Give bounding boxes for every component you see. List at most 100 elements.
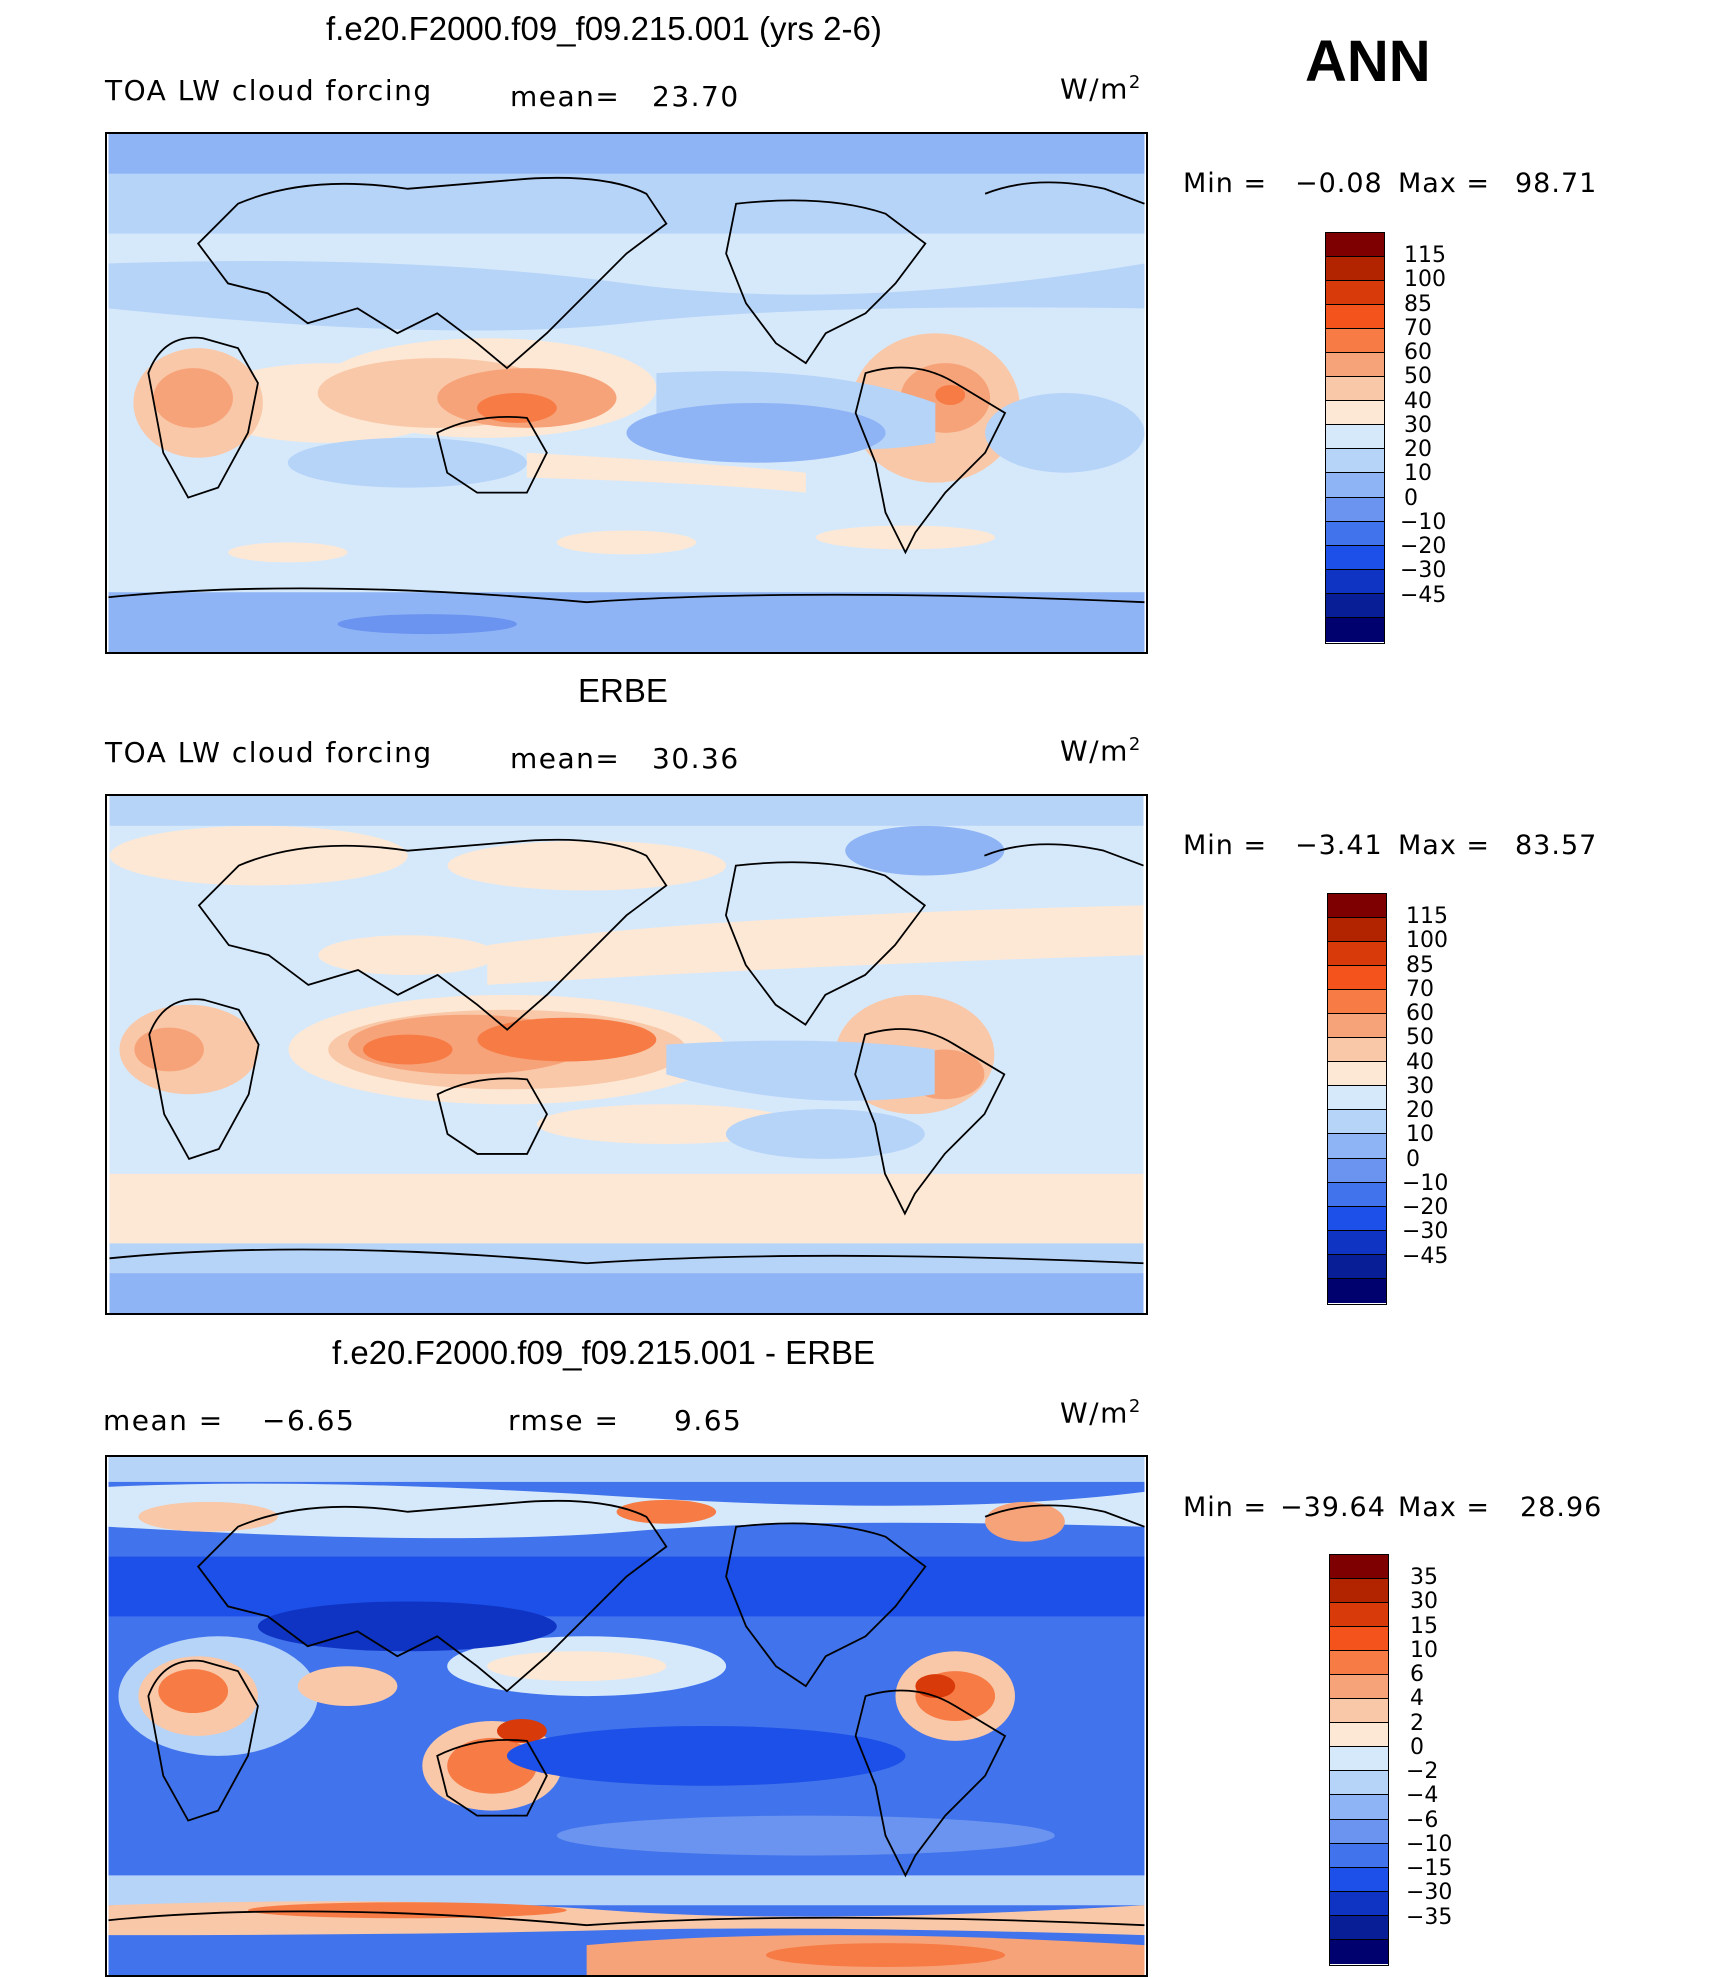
- panel2-min-value: −3.41: [1295, 830, 1383, 861]
- panel3-rmse-value: 9.65: [674, 1404, 743, 1437]
- colorbar-tick-label: −4: [1406, 1783, 1439, 1809]
- colorbar-tick-label: 0: [1404, 485, 1418, 511]
- colorbar-box: [1328, 894, 1386, 919]
- colorbar-tick-label: −45: [1402, 1243, 1449, 1269]
- colorbar-tick-label: 15: [1410, 1613, 1438, 1639]
- colorbar-box: [1330, 1555, 1388, 1580]
- colorbar-box: [1326, 353, 1384, 378]
- colorbar-box: [1326, 281, 1384, 306]
- colorbar-box: [1330, 1819, 1388, 1844]
- colorbar-tick-label: 0: [1406, 1146, 1420, 1172]
- panel1-mean-label: mean=: [510, 80, 621, 113]
- colorbar-tick-label: 30: [1410, 1589, 1438, 1615]
- colorbar-box: [1330, 1675, 1388, 1700]
- colorbar-box: [1330, 1771, 1388, 1796]
- panel2-max-label: Max =: [1398, 830, 1491, 861]
- colorbar-box: [1326, 473, 1384, 498]
- panel1-colorbar: [1325, 232, 1385, 644]
- colorbar-box: [1328, 1278, 1386, 1303]
- panel3-min-label: Min =: [1183, 1492, 1268, 1523]
- colorbar-tick-label: 60: [1404, 340, 1432, 366]
- colorbar-box: [1330, 1843, 1388, 1868]
- colorbar-tick-label: 0: [1410, 1734, 1424, 1760]
- panel1-max-label: Max =: [1398, 168, 1491, 199]
- panel2-mean-label: mean=: [510, 742, 621, 775]
- colorbar-tick-label: 100: [1406, 928, 1448, 954]
- colorbar-box: [1326, 521, 1384, 546]
- colorbar-box: [1326, 593, 1384, 618]
- colorbar-box: [1328, 1038, 1386, 1063]
- panel3-title: f.e20.F2000.f09_f09.215.001 - ERBE: [332, 1334, 876, 1371]
- colorbar-box: [1328, 1158, 1386, 1183]
- colorbar-box: [1328, 990, 1386, 1015]
- colorbar-tick-label: 40: [1406, 1049, 1434, 1075]
- colorbar-box: [1330, 1867, 1388, 1892]
- colorbar-tick-label: 30: [1406, 1073, 1434, 1099]
- panel3-max-label: Max =: [1398, 1492, 1491, 1523]
- colorbar-tick-label: 85: [1406, 952, 1434, 978]
- panel1-min-value: −0.08: [1295, 168, 1383, 199]
- panel2-mean-value: 30.36: [652, 742, 740, 775]
- colorbar-tick-label: −30: [1402, 1219, 1449, 1245]
- panel1-title: f.e20.F2000.f09_f09.215.001 (yrs 2-6): [326, 10, 882, 47]
- panel3-map: [105, 1455, 1148, 1977]
- colorbar-tick-label: 4: [1410, 1686, 1424, 1712]
- colorbar-tick-label: 50: [1404, 364, 1432, 390]
- panel1-mean-value: 23.70: [652, 80, 740, 113]
- colorbar-box: [1326, 545, 1384, 570]
- panel3-colorbar: [1329, 1554, 1389, 1966]
- colorbar-tick-label: −10: [1400, 509, 1447, 535]
- colorbar-tick-label: 30: [1404, 412, 1432, 438]
- colorbar-tick-label: 35: [1410, 1565, 1438, 1591]
- colorbar-box: [1330, 1579, 1388, 1604]
- colorbar-box: [1328, 1110, 1386, 1135]
- panel3-mean-value: −6.65: [262, 1404, 356, 1437]
- colorbar-tick-label: 10: [1406, 1122, 1434, 1148]
- colorbar-tick-label: 20: [1406, 1098, 1434, 1124]
- colorbar-box: [1328, 1254, 1386, 1279]
- panel1-min-label: Min =: [1183, 168, 1268, 199]
- panel2-max-value: 83.57: [1515, 830, 1598, 861]
- colorbar-box: [1330, 1723, 1388, 1748]
- panel1-units: W/m2: [1060, 72, 1142, 106]
- colorbar-box: [1330, 1915, 1388, 1940]
- colorbar-tick-label: −6: [1406, 1807, 1439, 1833]
- panel3-max-value: 28.96: [1520, 1492, 1603, 1523]
- colorbar-box: [1328, 1086, 1386, 1111]
- colorbar-box: [1330, 1939, 1388, 1964]
- colorbar-box: [1328, 942, 1386, 967]
- panel2-colorbar: [1327, 893, 1387, 1305]
- colorbar-box: [1326, 425, 1384, 450]
- colorbar-box: [1330, 1699, 1388, 1724]
- colorbar-tick-label: −15: [1406, 1856, 1453, 1882]
- colorbar-box: [1326, 329, 1384, 354]
- colorbar-box: [1328, 1134, 1386, 1159]
- colorbar-tick-label: −45: [1400, 582, 1447, 608]
- panel2-units: W/m2: [1060, 734, 1142, 768]
- colorbar-box: [1328, 1062, 1386, 1087]
- colorbar-tick-label: 50: [1406, 1025, 1434, 1051]
- colorbar-tick-label: 10: [1410, 1637, 1438, 1663]
- colorbar-tick-label: −2: [1406, 1759, 1439, 1785]
- colorbar-box: [1330, 1603, 1388, 1628]
- colorbar-tick-label: 40: [1404, 388, 1432, 414]
- colorbar-tick-label: −20: [1402, 1195, 1449, 1221]
- panel2-title: ERBE: [578, 672, 668, 709]
- colorbar-tick-label: 60: [1406, 1001, 1434, 1027]
- colorbar-tick-label: 115: [1406, 904, 1448, 930]
- panel3-rmse-label: rmse =: [508, 1404, 620, 1437]
- colorbar-box: [1326, 401, 1384, 426]
- colorbar-tick-label: −30: [1400, 558, 1447, 584]
- colorbar-tick-label: 2: [1410, 1710, 1424, 1736]
- colorbar-tick-label: 70: [1406, 976, 1434, 1002]
- colorbar-tick-label: 85: [1404, 291, 1432, 317]
- colorbar-tick-label: −10: [1406, 1831, 1453, 1857]
- colorbar-box: [1326, 233, 1384, 258]
- panel3-units: W/m2: [1060, 1396, 1142, 1430]
- colorbar-box: [1328, 1230, 1386, 1255]
- colorbar-tick-label: −30: [1406, 1880, 1453, 1906]
- colorbar-box: [1330, 1627, 1388, 1652]
- panel1-variable-label: TOA LW cloud forcing: [105, 74, 433, 107]
- colorbar-tick-label: −20: [1400, 534, 1447, 560]
- panel3-min-value: −39.64: [1280, 1492, 1386, 1523]
